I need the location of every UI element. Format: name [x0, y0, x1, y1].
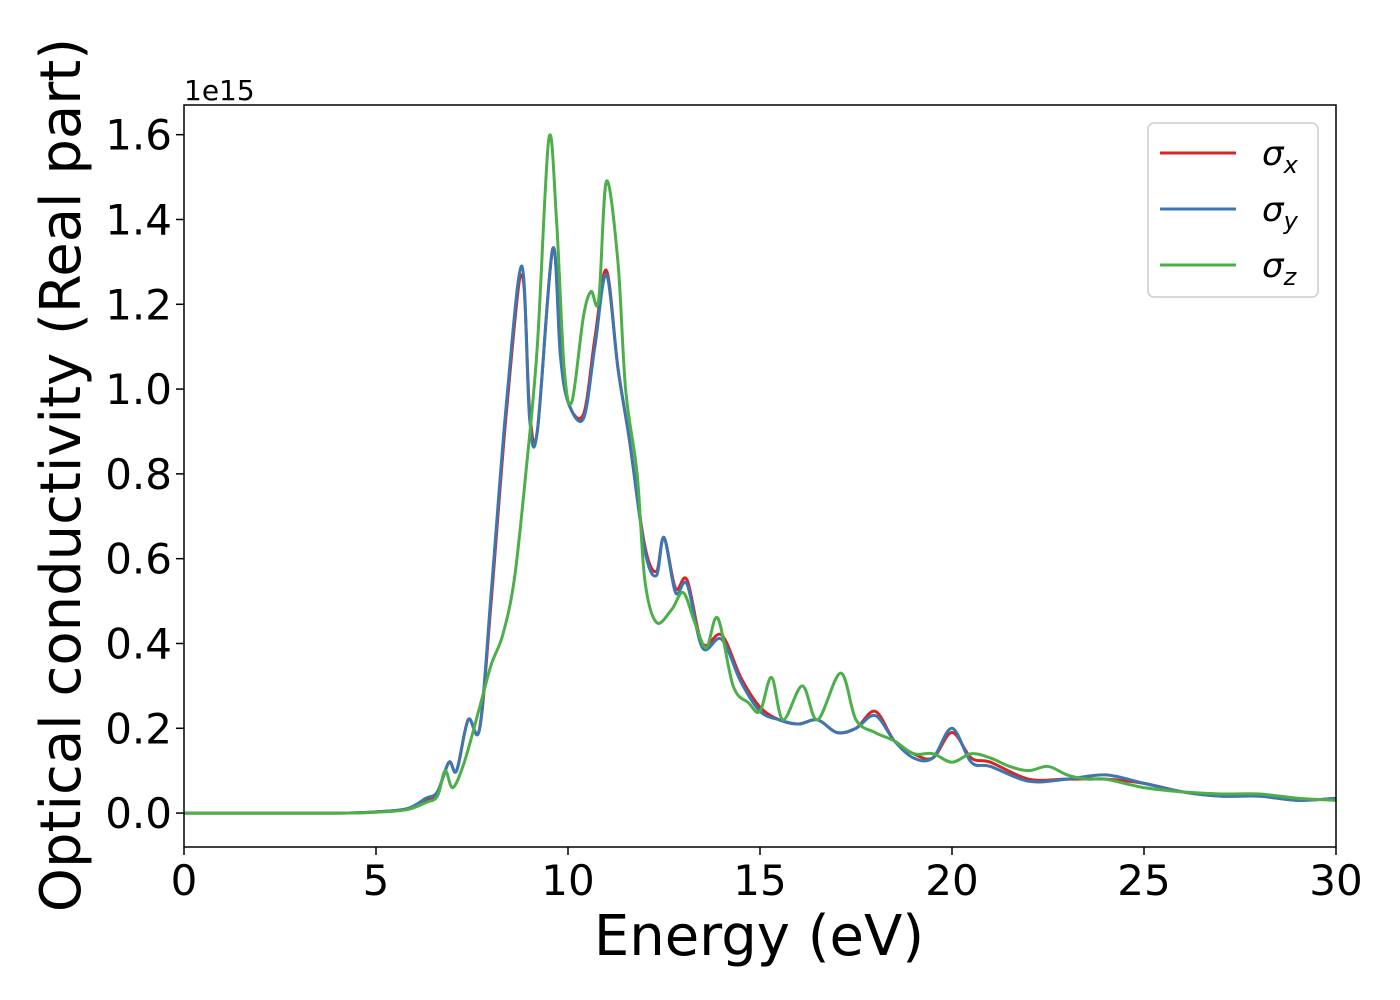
- series-layer: [184, 133, 1336, 815]
- series-line-x: [184, 246, 1336, 815]
- x-tick-label: 0: [171, 856, 198, 905]
- x-axis-ticks: 0 5 10 15 20 25 30: [171, 847, 1363, 905]
- x-tick-label: 5: [363, 856, 390, 905]
- y-tick-label: 1.4: [105, 195, 172, 244]
- x-tick-label: 15: [733, 856, 786, 905]
- series-line-z: [184, 133, 1336, 815]
- x-axis-label: Energy (eV): [594, 904, 924, 969]
- y-tick-label: 0.6: [105, 535, 172, 584]
- y-tick-label: 0.4: [105, 619, 172, 668]
- y-tick-label: 0.8: [105, 450, 172, 499]
- y-offset-label: 1e15: [184, 74, 255, 107]
- x-tick-label: 30: [1309, 856, 1362, 905]
- y-tick-label: 1.6: [105, 111, 172, 160]
- y-tick-label: 1.0: [105, 365, 172, 414]
- y-tick-label: 1.2: [105, 280, 172, 329]
- y-tick-label: 0.2: [105, 704, 172, 753]
- y-axis-label: Optical conductivity (Real part): [29, 38, 94, 912]
- x-tick-label: 10: [541, 856, 594, 905]
- x-tick-label: 25: [1117, 856, 1170, 905]
- series-line-y: [184, 246, 1336, 815]
- y-tick-label: 0.0: [105, 789, 172, 838]
- y-axis-ticks: 0.0 0.2 0.4 0.6 0.8 1.0 1.2 1.4 1.6: [105, 111, 184, 838]
- x-tick-label: 20: [925, 856, 978, 905]
